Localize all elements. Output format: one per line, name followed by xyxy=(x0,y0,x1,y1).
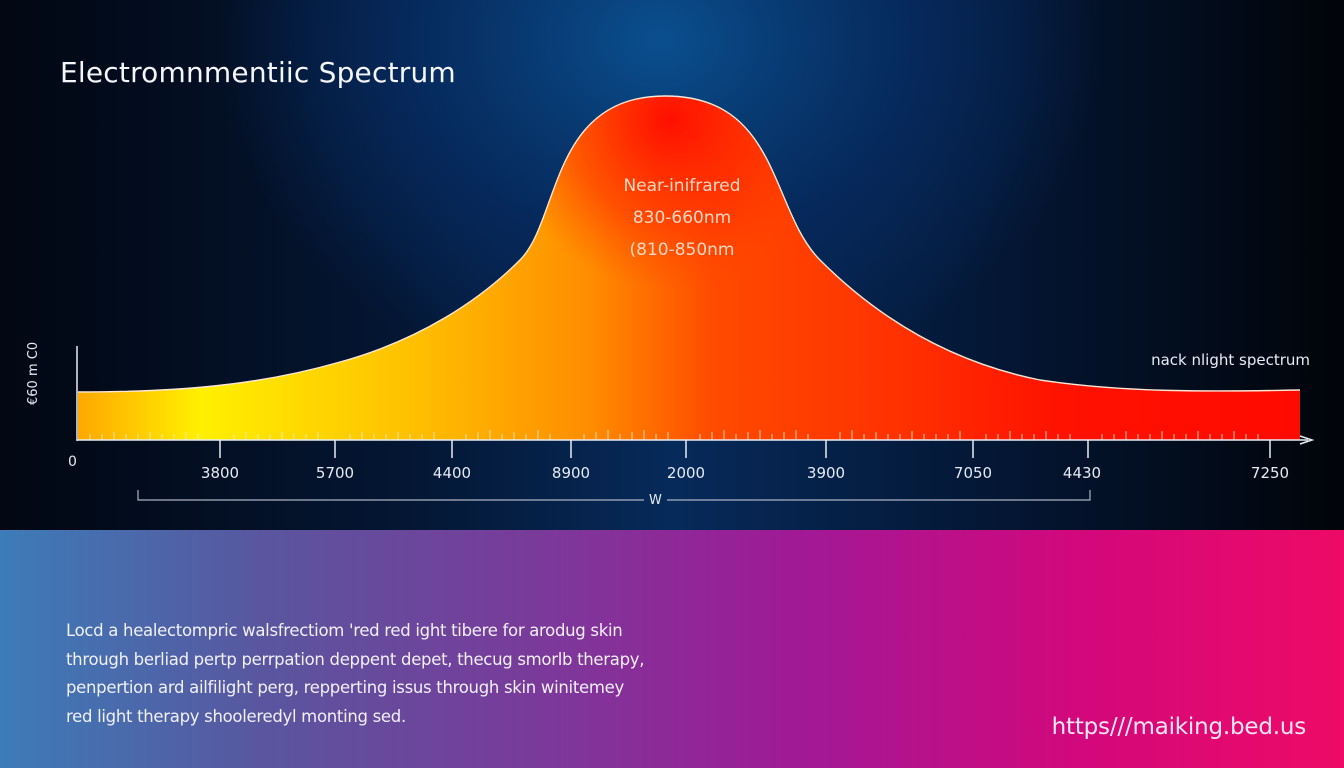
peak-annotation-range-2: (810-850nm xyxy=(629,240,735,260)
footer-url-link[interactable]: https///maiking.bed.us xyxy=(1051,714,1307,740)
description-line: through berliad pertp perrpation deppent… xyxy=(66,649,645,669)
x-tick-label-origin: 0 xyxy=(68,454,77,470)
peak-annotation-title: Near-inifrared xyxy=(623,176,741,196)
description-line: penpertion ard ailfilight perg, repperti… xyxy=(66,678,624,697)
description-line: red light therapy shooleredyl monting se… xyxy=(66,706,406,726)
minor-ticks xyxy=(89,430,1259,440)
description-line: Locd a healectompric walsfrectiom 'red r… xyxy=(66,621,623,640)
x-tick-label: 5700 xyxy=(315,464,355,482)
range-bracket xyxy=(137,490,1091,501)
y-axis-label: €60 m C0 xyxy=(26,341,41,405)
x-tick-label: 4400 xyxy=(432,464,472,482)
spectrum-chart xyxy=(76,95,1315,501)
x-axis-label: W xyxy=(649,493,662,508)
x-tick-label: 8900 xyxy=(551,464,591,482)
x-tick-label: 4430 xyxy=(1062,464,1102,482)
x-tick-label: 7050 xyxy=(953,464,993,482)
spectrum-curve-line xyxy=(77,95,1301,393)
x-axis-arrow-icon xyxy=(1299,435,1315,445)
x-tick-label: 3900 xyxy=(806,464,846,482)
major-ticks xyxy=(219,440,1271,458)
x-tick-label: 3800 xyxy=(200,464,240,482)
spectrum-side-label: nack nlight spectrum xyxy=(1151,351,1310,369)
x-tick-label: 2000 xyxy=(666,464,706,482)
chart-title: Electromnmentiic Spectrum xyxy=(60,56,456,89)
description-panel xyxy=(0,530,1344,768)
x-tick-label: 7250 xyxy=(1250,464,1290,482)
peak-annotation-range-1: 830-660nm xyxy=(632,208,732,228)
description-text: Locd a healectompric walsfrectiom 'red r… xyxy=(66,617,706,731)
